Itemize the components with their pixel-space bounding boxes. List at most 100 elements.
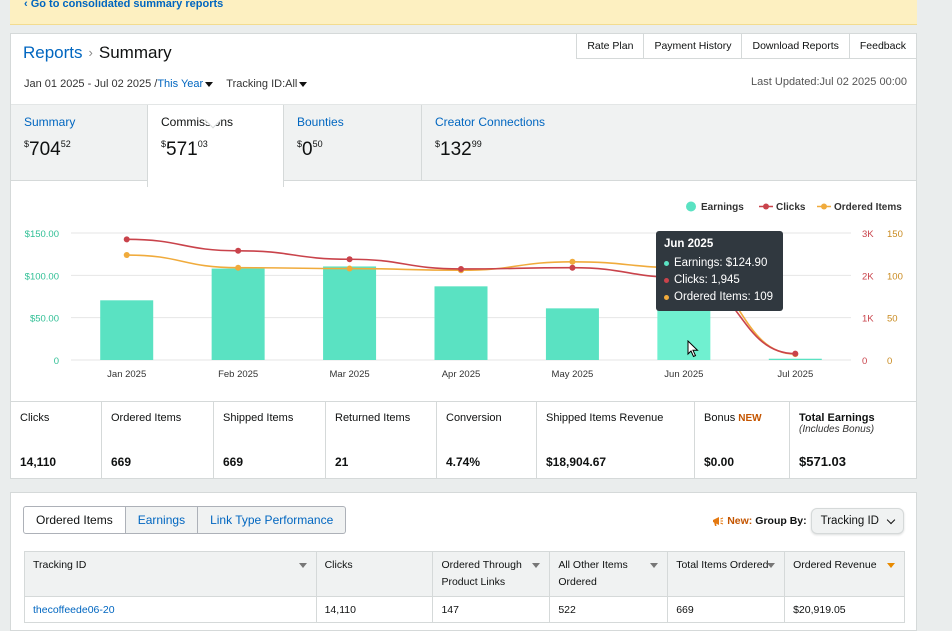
tab-creator-connections-amount: $13299 — [435, 139, 588, 161]
x-axis-label: Jun 2025 — [664, 369, 703, 380]
new-badge: NEW — [738, 413, 762, 424]
clicks-point — [792, 350, 799, 357]
right-axis-clicks-tick: 3K — [862, 229, 874, 240]
tooltip-clicks-row: Clicks: 1,945 — [664, 272, 775, 289]
tab-bounties[interactable]: Bounties $050 — [284, 105, 421, 181]
summary-tabs: Summary $70452 Commissions $57103 Bounti… — [11, 104, 916, 187]
tab-summary-amount: $70452 — [24, 139, 134, 161]
tab-earnings[interactable]: Earnings — [125, 506, 199, 534]
tab-creator-connections[interactable]: Creator Connections $13299 — [421, 105, 601, 181]
metric-label: Shipped Items Revenue — [546, 412, 664, 424]
metric-conversion: Conversion 4.74% — [437, 402, 537, 479]
legend-earnings: Earnings — [701, 202, 744, 213]
legend-ordered-items: Ordered Items — [834, 202, 902, 213]
currency-symbol: $ — [297, 139, 303, 149]
ordered-items-point — [235, 264, 242, 271]
right-axis-ordered-tick: 150 — [887, 229, 903, 240]
ordered-items-point — [123, 252, 130, 259]
back-to-consolidated-link[interactable]: ‹ Go to consolidated summary reports — [24, 0, 224, 10]
metric-value: $571.03 — [799, 454, 846, 469]
group-by-select[interactable]: Tracking ID — [810, 508, 904, 534]
amount-cents: 50 — [312, 139, 323, 149]
tab-commissions-amount: $57103 — [161, 139, 270, 161]
metric-value: $0.00 — [704, 455, 735, 469]
amount-cents: 03 — [197, 139, 208, 149]
table-header-row: Tracking ID Clicks Ordered Through Produ… — [24, 551, 905, 597]
header-label: Tracking ID — [33, 559, 87, 571]
tab-ordered-items[interactable]: Ordered Items — [23, 506, 126, 534]
earnings-bar — [100, 300, 154, 360]
period-label: This Year — [157, 78, 204, 90]
tab-creator-connections-label: Creator Connections — [435, 115, 546, 129]
header-label: Ordered Revenue — [793, 559, 877, 571]
clicks-point — [569, 264, 576, 271]
x-axis-label: May 2025 — [552, 369, 594, 380]
left-axis-tick: $100.00 — [25, 271, 59, 282]
clicks-point — [123, 236, 130, 243]
feedback-link[interactable]: Feedback — [848, 33, 917, 59]
metric-total-earnings: Total Earnings (Includes Bonus) $571.03 — [790, 402, 916, 479]
sort-caret-icon — [650, 563, 659, 568]
metric-shipped-items: Shipped Items 669 — [214, 402, 326, 479]
currency-symbol: $ — [24, 139, 30, 149]
metrics-row: Clicks 14,110 Ordered Items 669 Shipped … — [11, 401, 916, 479]
metric-label: Returned Items — [335, 412, 411, 424]
metric-sublabel: (Includes Bonus) — [799, 424, 875, 435]
tracking-id-dropdown[interactable]: Tracking ID:All — [226, 78, 308, 90]
left-axis-tick: 0 — [54, 356, 59, 367]
amount-dollars: 0 — [302, 139, 313, 160]
currency-symbol: $ — [161, 139, 167, 149]
megaphone-icon — [713, 517, 724, 526]
legend-clicks: Clicks — [776, 202, 806, 213]
x-axis-label: Apr 2025 — [442, 369, 481, 380]
metric-shipped-revenue: Shipped Items Revenue $18,904.67 — [537, 402, 695, 479]
earnings-bar — [545, 308, 599, 360]
legend-clicks-icon — [763, 203, 769, 210]
breadcrumb-reports-link[interactable]: Reports — [23, 43, 83, 62]
rate-plan-link[interactable]: Rate Plan — [576, 33, 644, 59]
tab-link-type-performance[interactable]: Link Type Performance — [198, 506, 347, 534]
metric-value: 669 — [223, 455, 244, 469]
report-card: Ordered Items Earnings Link Type Perform… — [10, 492, 917, 631]
ordered-items-point — [346, 265, 353, 272]
chevron-down-icon — [886, 515, 896, 524]
clicks-cell: 14,110 — [315, 596, 434, 623]
col-total-items[interactable]: Total Items Ordered — [667, 551, 786, 597]
clicks-dot-icon — [664, 278, 669, 283]
earnings-dot-icon — [664, 261, 669, 266]
earnings-bar — [323, 266, 377, 360]
bonus-label: Bonus — [704, 412, 736, 424]
header-label: Total Items Ordered — [676, 559, 769, 571]
metric-value: 21 — [335, 455, 349, 469]
tracking-id-label: Tracking ID:All — [226, 78, 298, 90]
col-clicks[interactable]: Clicks — [315, 551, 434, 597]
metric-label: Bonus NEW — [704, 412, 780, 424]
tooltip-title: Jun 2025 — [664, 238, 714, 250]
total-items-cell: 669 — [667, 596, 786, 623]
metric-value: 4.74% — [446, 455, 481, 469]
col-ordered-revenue[interactable]: Ordered Revenue — [784, 551, 905, 597]
col-ordered-through-links[interactable]: Ordered Through Product Links — [432, 551, 551, 597]
tab-bounties-amount: $050 — [297, 139, 408, 161]
right-axis-ordered-tick: 100 — [887, 271, 903, 282]
tooltip-earnings: Earnings: $124.90 — [674, 257, 768, 269]
metric-value: 14,110 — [20, 455, 57, 469]
metric-bonus: Bonus NEW $0.00 — [695, 402, 790, 479]
download-reports-link[interactable]: Download Reports — [741, 33, 849, 59]
breadcrumb: Reports › Summary — [23, 43, 172, 63]
col-tracking-id[interactable]: Tracking ID — [24, 551, 317, 597]
tooltip-earnings-row: Earnings: $124.90 — [664, 255, 775, 272]
tab-summary[interactable]: Summary $70452 — [11, 105, 147, 181]
caret-down-icon — [205, 81, 214, 87]
metric-ordered-items: Ordered Items 669 — [102, 402, 214, 479]
earnings-bar — [211, 268, 265, 360]
col-all-other-items[interactable]: All Other Items Ordered — [549, 551, 669, 597]
clicks-point — [458, 265, 464, 272]
earnings-bar — [434, 286, 488, 360]
payment-history-link[interactable]: Payment History — [643, 33, 742, 59]
period-dropdown[interactable]: This Year — [157, 78, 214, 90]
summary-card: Reports › Summary Rate Plan Payment Histor… — [10, 33, 917, 479]
tracking-id-cell[interactable]: thecoffeede06-20 — [24, 596, 317, 623]
tab-summary-label: Summary — [24, 115, 76, 129]
earnings-bar — [768, 358, 822, 360]
